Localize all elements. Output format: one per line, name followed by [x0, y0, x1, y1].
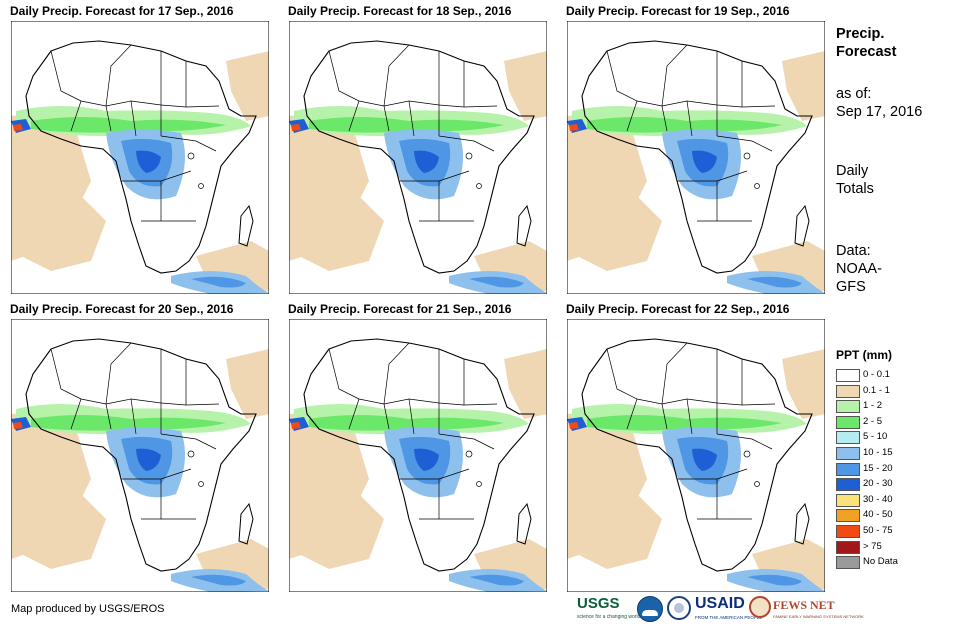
panel-title: Daily Precip. Forecast for 21 Sep., 2016: [288, 302, 512, 316]
legend-swatch: [836, 369, 860, 382]
legend-label: 2 - 5: [863, 415, 883, 427]
legend-label: 0 - 0.1: [863, 369, 890, 380]
panel-title: Daily Precip. Forecast for 22 Sep., 2016: [566, 302, 790, 316]
legend-swatch: [836, 493, 860, 507]
precip-map: [11, 21, 269, 294]
legend-swatch: [836, 400, 860, 414]
legend-swatch: [836, 509, 860, 523]
asof-line2: Sep 17, 2016: [836, 104, 923, 120]
legend-swatch: [836, 446, 860, 460]
legend-label: 1 - 2: [863, 400, 883, 412]
legend-swatch: [836, 431, 860, 445]
asof-line1: as of:: [836, 86, 872, 102]
forecast-panel-sep20: Daily Precip. Forecast for 20 Sep., 2016: [10, 302, 269, 592]
fews-logo: FEWS NET: [773, 598, 835, 612]
legend-label: 10 - 15: [863, 446, 893, 458]
precip-map: [567, 319, 825, 592]
data-line3: GFS: [836, 279, 866, 295]
legend-label: 15 - 20: [863, 462, 893, 474]
legend-swatch: [836, 415, 860, 429]
forecast-panel-sep22: Daily Precip. Forecast for 22 Sep., 2016: [566, 302, 825, 592]
legend-swatch: [836, 540, 860, 554]
legend-title: PPT (mm): [836, 348, 893, 362]
side-totals: Daily Totals: [836, 162, 874, 198]
forecast-panel-sep19: Daily Precip. Forecast for 19 Sep., 2016: [566, 4, 825, 294]
legend-label: 50 - 75: [863, 524, 893, 536]
precip-map: [289, 21, 547, 294]
legend-label: 5 - 10: [863, 431, 888, 443]
panel-title: Daily Precip. Forecast for 19 Sep., 2016: [566, 4, 790, 18]
data-line1: Data:: [836, 243, 871, 259]
forecast-panel-sep18: Daily Precip. Forecast for 18 Sep., 2016: [288, 4, 547, 294]
legend-label: > 75: [863, 540, 882, 552]
side-asof: as of: Sep 17, 2016: [836, 85, 922, 121]
legend-swatch: [836, 462, 860, 476]
usaid-logo: USAID: [695, 595, 745, 612]
totals-line2: Totals: [836, 181, 874, 197]
usgs-tagline: science for a changing world: [577, 614, 641, 620]
fews-globe-icon: [749, 596, 771, 618]
precip-map: [11, 319, 269, 592]
forecast-panel-sep17: Daily Precip. Forecast for 17 Sep., 2016: [10, 4, 269, 294]
panel-title: Daily Precip. Forecast for 20 Sep., 2016: [10, 302, 234, 316]
legend-swatch: [836, 478, 860, 492]
precip-map: [567, 21, 825, 294]
map-credit: Map produced by USGS/EROS: [11, 603, 165, 615]
side-heading: Precip. Forecast: [836, 25, 896, 61]
forecast-panel-sep21: Daily Precip. Forecast for 21 Sep., 2016: [288, 302, 547, 592]
legend-swatch: [836, 524, 860, 538]
legend-swatch: [836, 556, 860, 570]
data-line2: NOAA-: [836, 261, 882, 277]
side-data-source: Data: NOAA- GFS: [836, 242, 882, 296]
panel-title: Daily Precip. Forecast for 18 Sep., 2016: [288, 4, 512, 18]
legend-label: 0.1 - 1: [863, 384, 890, 396]
totals-line1: Daily: [836, 163, 869, 179]
noaa-logo-icon: [637, 596, 663, 622]
usaid-tagline: FROM THE AMERICAN PEOPLE: [695, 615, 763, 620]
legend-label: No Data: [863, 556, 898, 568]
seal-logo-icon: [667, 596, 691, 620]
heading-line1: Precip.: [836, 26, 885, 42]
legend-label: 20 - 30: [863, 478, 893, 490]
panel-title: Daily Precip. Forecast for 17 Sep., 2016: [10, 4, 234, 18]
legend-swatch: [836, 384, 860, 398]
fews-tagline: FAMINE EARLY WARNING SYSTEMS NETWORK: [773, 614, 864, 619]
heading-line2: Forecast: [836, 44, 897, 60]
legend-label: 40 - 50: [863, 509, 893, 521]
usgs-logo: USGS: [577, 595, 620, 612]
partner-logos: USGS science for a changing world USAID …: [577, 595, 864, 623]
precip-map: [289, 319, 547, 592]
legend-label: 30 - 40: [863, 493, 893, 505]
